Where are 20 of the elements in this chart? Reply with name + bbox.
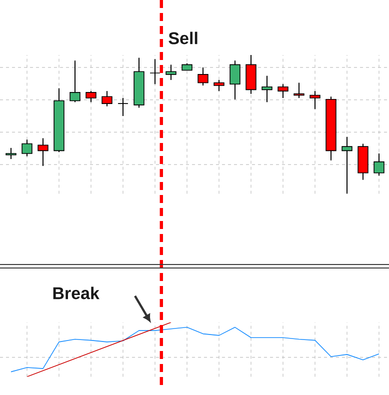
candlestick: [342, 136, 352, 194]
candlestick: [374, 152, 384, 176]
candlestick: [166, 64, 176, 80]
candlestick: [86, 90, 96, 103]
candlestick: [262, 75, 272, 103]
candlestick: [150, 58, 160, 85]
text: Sell: [168, 32, 198, 44]
candlestick: [6, 147, 16, 160]
candlestick: [294, 82, 304, 98]
candlestick: [38, 138, 48, 166]
candlestick: [102, 90, 112, 107]
candlestick: [22, 139, 32, 157]
candlestick: [310, 90, 320, 110]
candlestick: [118, 97, 128, 117]
candlestick: [278, 84, 288, 98]
candlestick: [70, 60, 80, 103]
candlestick: [230, 60, 240, 100]
candlestick: [198, 66, 208, 86]
text: Break: [53, 286, 100, 300]
candlestick: [214, 79, 224, 92]
